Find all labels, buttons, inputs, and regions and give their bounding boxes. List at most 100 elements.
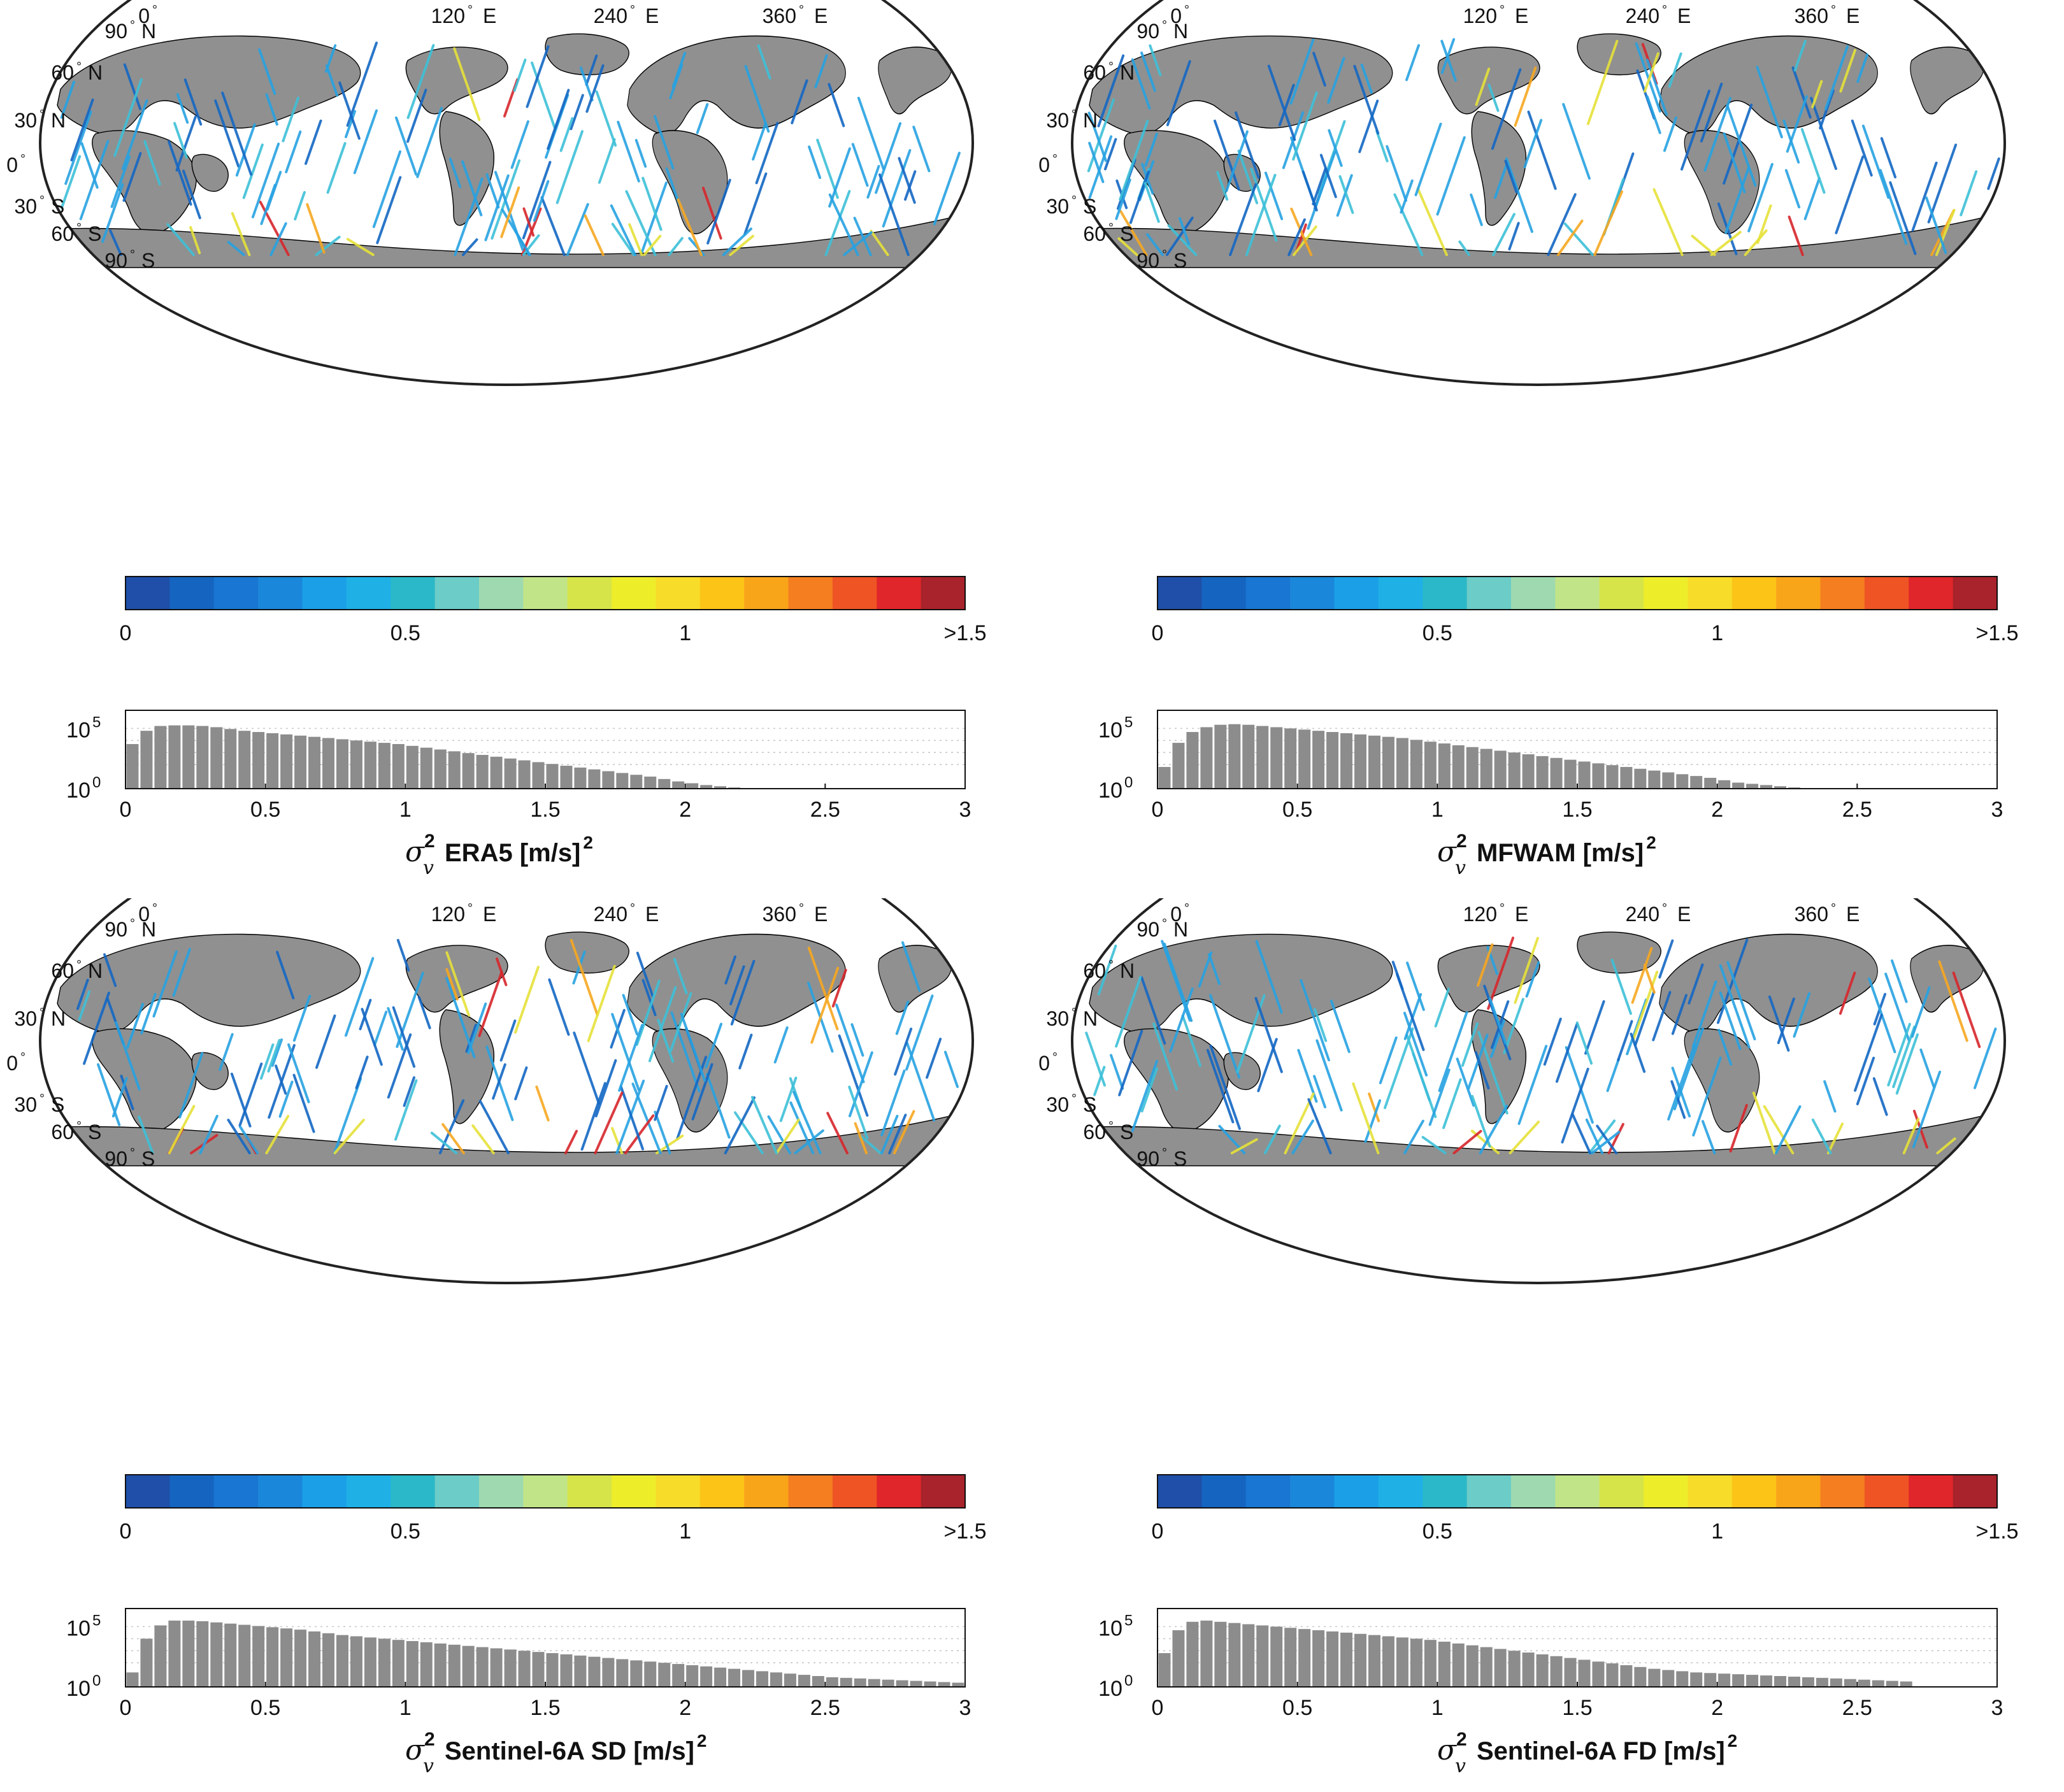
- ocean-track: [199, 1114, 219, 1154]
- ocean-track: [214, 99, 240, 168]
- lat-label: 90: [1136, 1147, 1159, 1170]
- ocean-track: [1575, 1021, 1593, 1065]
- ocean-track: [547, 89, 570, 150]
- ocean-track: [584, 214, 605, 256]
- ocean-track: [1701, 1120, 1716, 1154]
- histogram-bar: [882, 1679, 894, 1687]
- ocean-track: [570, 938, 599, 1016]
- histogram-bar: [686, 783, 699, 789]
- lat-label: 30: [14, 1007, 37, 1030]
- ocean-track: [926, 1037, 942, 1079]
- lat-label: 60: [1083, 1121, 1106, 1143]
- ocean-track: [152, 950, 178, 1018]
- ocean-track: [654, 1085, 668, 1121]
- histogram-bar: [672, 1664, 685, 1687]
- ocean-track: [665, 167, 681, 206]
- ocean-track: [1724, 166, 1751, 234]
- ocean-track: [1368, 1093, 1380, 1122]
- ocean-track: [1634, 990, 1656, 1047]
- histogram-bar: [266, 733, 279, 789]
- ocean-track: [1307, 1098, 1332, 1154]
- ocean-track: [1670, 1080, 1686, 1119]
- degree-symbol: °: [630, 3, 635, 17]
- ocean-track: [1719, 991, 1742, 1050]
- xlabel-text: Sentinel-6A FD [m/s]: [1477, 1737, 1725, 1765]
- ocean-track: [1115, 178, 1131, 220]
- ocean-track: [1851, 119, 1873, 177]
- map-content: [1073, 931, 2003, 1166]
- ocean-track: [1562, 103, 1591, 180]
- ocean-track: [792, 1091, 822, 1154]
- ocean-track: [441, 1122, 465, 1154]
- colorbar-segment: [1776, 577, 1821, 610]
- ocean-track: [1436, 136, 1466, 216]
- colorbar-segment: [744, 1475, 789, 1508]
- degree-symbol: °: [39, 1092, 45, 1106]
- ocean-track: [1403, 1012, 1428, 1077]
- ocean-track: [828, 147, 851, 208]
- ocean-track: [1663, 116, 1678, 152]
- x-tick-label: 1: [399, 798, 412, 822]
- histogram-bar: [1648, 770, 1661, 789]
- ocean-track: [271, 1038, 283, 1067]
- ocean-track: [287, 1043, 310, 1103]
- histogram-bar: [714, 786, 727, 789]
- ocean-track: [848, 1051, 873, 1117]
- lon-hemisphere: E: [1515, 903, 1528, 926]
- ocean-track: [1209, 994, 1241, 1079]
- ocean-track: [1169, 987, 1194, 1053]
- lat-label: 60: [51, 222, 74, 245]
- ocean-track: [611, 1013, 640, 1091]
- colorbar-segment: [1423, 1475, 1468, 1508]
- ocean-track: [111, 1077, 128, 1118]
- lat-hemisphere: N: [141, 918, 156, 941]
- degree-symbol: °: [152, 901, 157, 915]
- ocean-track: [346, 238, 375, 256]
- ocean-track: [1635, 42, 1661, 113]
- histogram: 0 0.5 1 1.5 2 2.5 310 510 0: [66, 1608, 971, 1720]
- colorbar-segment: [1864, 577, 1909, 610]
- colorbar-segment: [877, 1475, 922, 1508]
- histogram-bar: [1620, 1665, 1633, 1687]
- colorbar-segment: [1510, 577, 1556, 610]
- ocean-track: [64, 110, 92, 185]
- ocean-track: [1680, 89, 1711, 171]
- x-tick-label: 1.5: [1562, 1696, 1592, 1720]
- ocean-track: [1571, 1113, 1592, 1154]
- ocean-track: [831, 968, 847, 1008]
- histogram-bar: [1564, 759, 1577, 789]
- colorbar-segment: [1953, 577, 1998, 610]
- colorbar-segment: [1201, 577, 1247, 610]
- ocean-track: [394, 116, 418, 176]
- histogram-bar: [518, 1651, 531, 1687]
- ocean-track: [448, 157, 462, 189]
- ocean-track: [416, 106, 443, 178]
- ocean-track: [1879, 169, 1908, 245]
- ocean-track: [1386, 145, 1408, 202]
- histogram-bar: [266, 1627, 279, 1687]
- ocean-track: [1509, 1121, 1540, 1154]
- lat-label: 60: [1083, 222, 1106, 245]
- ocean-track: [143, 140, 161, 186]
- ocean-track: [1213, 119, 1240, 191]
- ocean-track: [1267, 64, 1296, 141]
- colorbar-segment: [1776, 1475, 1821, 1508]
- lat-label: 90: [1136, 918, 1159, 941]
- ocean-track: [1087, 111, 1107, 162]
- histogram-bar: [1200, 727, 1213, 789]
- ocean-track: [1854, 1014, 1883, 1092]
- ocean-track: [1839, 48, 1856, 93]
- ocean-track: [1315, 1039, 1343, 1112]
- colorbar-segment: [523, 1475, 568, 1508]
- ocean-track: [478, 1100, 510, 1154]
- histogram-bar: [1452, 1643, 1465, 1687]
- histogram-bar: [168, 1620, 181, 1687]
- histogram-bar: [1326, 732, 1339, 789]
- ocean-track: [611, 1127, 624, 1154]
- ocean-track: [1645, 95, 1661, 134]
- xlabel-unit-sup: 2: [583, 833, 593, 852]
- histogram: 0 0.5 1 1.5 2 2.5 310 510 0: [66, 710, 971, 822]
- xlabel-sigma-sup: 2: [424, 831, 435, 852]
- ocean-track: [333, 1119, 365, 1154]
- ocean-track: [1375, 129, 1389, 162]
